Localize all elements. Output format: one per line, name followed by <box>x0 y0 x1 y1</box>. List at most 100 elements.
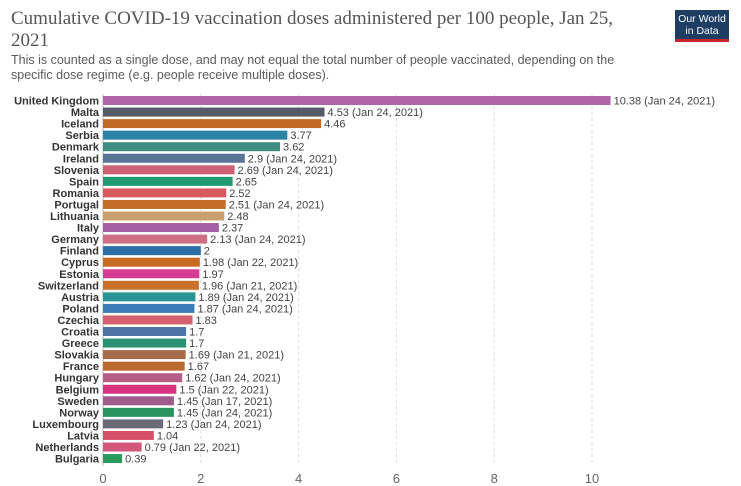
label-croatia: Croatia <box>61 327 100 339</box>
bar-iceland[interactable] <box>103 119 322 129</box>
bar-switzerland[interactable] <box>103 280 199 290</box>
bar-estonia[interactable] <box>103 269 200 279</box>
label-netherlands: Netherlands <box>35 442 99 454</box>
bar-greece[interactable] <box>103 338 187 348</box>
bar-norway[interactable] <box>103 407 174 417</box>
label-portugal: Portugal <box>54 199 99 211</box>
bar-slovakia[interactable] <box>103 350 186 360</box>
value-finland: 2 <box>204 246 210 258</box>
label-slovakia: Slovakia <box>54 350 100 362</box>
chart-title: Cumulative COVID-19 vaccination doses ad… <box>11 8 614 51</box>
value-portugal: 2.51 (Jan 24, 2021) <box>229 199 324 211</box>
x-tick-10: 10 <box>585 471 599 486</box>
label-united-kingdom: United Kingdom <box>14 96 99 108</box>
label-italy: Italy <box>77 223 100 235</box>
label-czechia: Czechia <box>57 315 99 327</box>
value-slovenia: 2.69 (Jan 24, 2021) <box>238 165 333 177</box>
bar-bulgaria[interactable] <box>103 454 123 464</box>
value-hungary: 1.62 (Jan 24, 2021) <box>185 373 280 385</box>
bar-poland[interactable] <box>103 303 195 313</box>
label-estonia: Estonia <box>59 269 100 281</box>
value-malta: 4.53 (Jan 24, 2021) <box>328 107 423 119</box>
logo-line-2: in Data <box>685 25 719 37</box>
value-united-kingdom: 10.38 (Jan 24, 2021) <box>614 96 716 108</box>
x-tick-4: 4 <box>295 471 302 486</box>
value-belgium: 1.5 (Jan 22, 2021) <box>179 384 268 396</box>
value-spain: 2.65 <box>236 176 257 188</box>
bar-portugal[interactable] <box>103 199 226 209</box>
value-germany: 2.13 (Jan 24, 2021) <box>210 234 305 246</box>
label-finland: Finland <box>60 246 99 258</box>
label-bulgaria: Bulgaria <box>55 454 100 466</box>
value-cyprus: 1.98 (Jan 22, 2021) <box>203 257 298 269</box>
bar-cyprus[interactable] <box>103 257 200 267</box>
value-slovakia: 1.69 (Jan 21, 2021) <box>189 350 284 362</box>
value-netherlands: 0.79 (Jan 22, 2021) <box>145 442 240 454</box>
label-romania: Romania <box>53 188 100 200</box>
value-ireland: 2.9 (Jan 24, 2021) <box>248 153 337 165</box>
label-hungary: Hungary <box>54 373 100 385</box>
label-cyprus: Cyprus <box>61 257 99 269</box>
bar-sweden[interactable] <box>103 396 174 406</box>
label-lithuania: Lithuania <box>50 211 100 223</box>
bar-finland[interactable] <box>103 246 201 256</box>
bar-czechia[interactable] <box>103 315 193 325</box>
value-sweden: 1.45 (Jan 17, 2021) <box>177 396 272 408</box>
bar-france[interactable] <box>103 361 185 371</box>
value-croatia: 1.7 <box>189 327 204 339</box>
value-romania: 2.52 <box>229 188 250 200</box>
bar-lithuania[interactable] <box>103 211 225 221</box>
owid-logo[interactable]: Our World in Data <box>675 10 729 42</box>
label-spain: Spain <box>69 176 99 188</box>
x-axis-ticks: 0 2 4 6 8 10 <box>99 471 599 486</box>
label-luxembourg: Luxembourg <box>32 419 99 431</box>
value-latvia: 1.04 <box>157 430 178 442</box>
value-greece: 1.7 <box>189 338 204 350</box>
x-tick-6: 6 <box>393 471 400 486</box>
value-poland: 1.87 (Jan 24, 2021) <box>197 303 292 315</box>
bar-romania[interactable] <box>103 188 227 198</box>
value-iceland: 4.46 <box>324 119 345 131</box>
category-labels: United KingdomMaltaIcelandSerbiaDenmarkI… <box>14 96 100 466</box>
label-serbia: Serbia <box>65 130 100 142</box>
label-denmark: Denmark <box>52 142 100 154</box>
logo-line-1: Our World <box>678 13 726 25</box>
label-greece: Greece <box>62 338 99 350</box>
bar-spain[interactable] <box>103 176 233 186</box>
label-sweden: Sweden <box>57 396 99 408</box>
bar-hungary[interactable] <box>103 373 183 383</box>
bar-malta[interactable] <box>103 107 325 117</box>
bar-serbia[interactable] <box>103 130 288 140</box>
bar-austria[interactable] <box>103 292 196 302</box>
label-austria: Austria <box>61 292 100 304</box>
label-latvia: Latvia <box>67 430 100 442</box>
label-belgium: Belgium <box>56 384 100 396</box>
bar-denmark[interactable] <box>103 142 281 152</box>
value-france: 1.67 <box>188 361 209 373</box>
label-malta: Malta <box>71 107 100 119</box>
bar-netherlands[interactable] <box>103 442 142 452</box>
bar-ireland[interactable] <box>103 153 245 163</box>
bar-united-kingdom[interactable] <box>103 96 611 105</box>
label-ireland: Ireland <box>63 153 99 165</box>
bar-italy[interactable] <box>103 223 219 233</box>
x-tick-8: 8 <box>491 471 498 486</box>
bar-luxembourg[interactable] <box>103 419 164 429</box>
label-germany: Germany <box>51 234 100 246</box>
bar-slovenia[interactable] <box>103 165 235 175</box>
label-poland: Poland <box>62 303 99 315</box>
value-serbia: 3.77 <box>290 130 311 142</box>
value-norway: 1.45 (Jan 24, 2021) <box>177 407 272 419</box>
label-slovenia: Slovenia <box>54 165 100 177</box>
bar-germany[interactable] <box>103 234 208 244</box>
value-lithuania: 2.48 <box>227 211 248 223</box>
label-iceland: Iceland <box>61 119 99 131</box>
label-switzerland: Switzerland <box>38 280 99 292</box>
bar-latvia[interactable] <box>103 430 154 440</box>
value-luxembourg: 1.23 (Jan 24, 2021) <box>166 419 261 431</box>
bar-croatia[interactable] <box>103 327 187 336</box>
value-austria: 1.89 (Jan 24, 2021) <box>198 292 293 304</box>
bar-belgium[interactable] <box>103 384 177 394</box>
x-tick-0: 0 <box>99 471 106 486</box>
